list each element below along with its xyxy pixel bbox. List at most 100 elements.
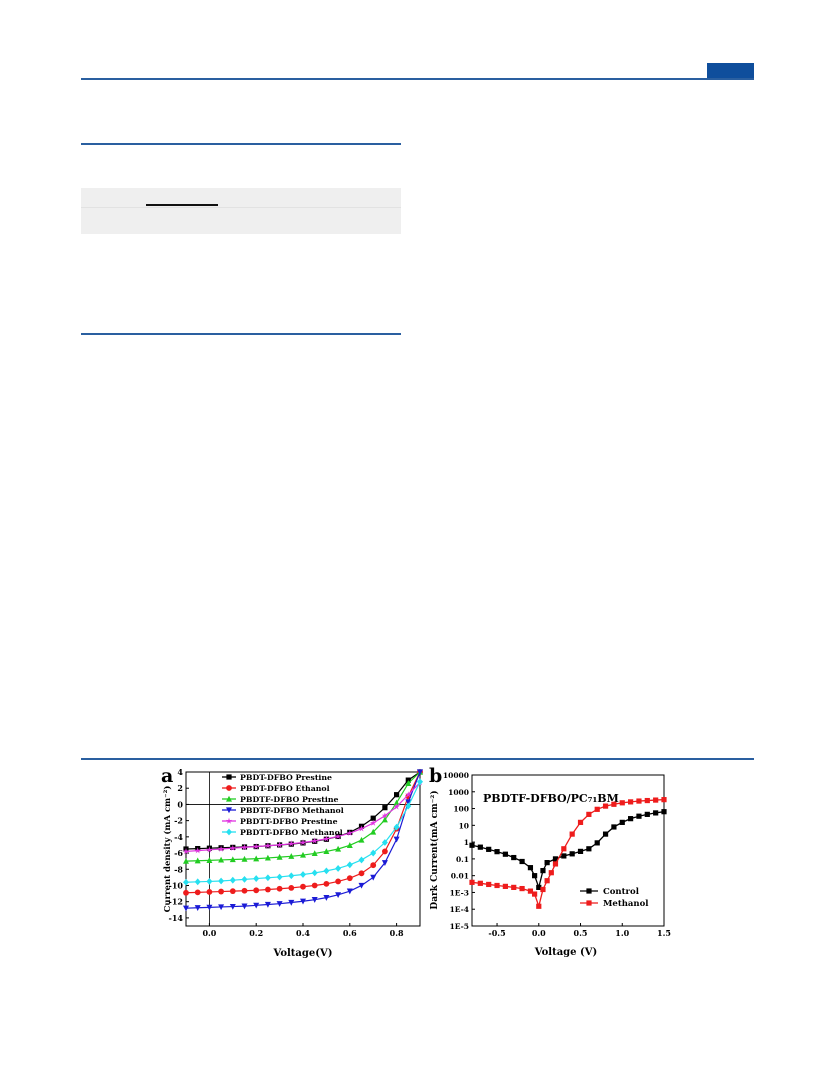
data-point-a	[382, 805, 388, 811]
data-point-a	[288, 899, 295, 906]
data-point-a	[253, 855, 260, 862]
y-tick-label-a: -12	[169, 897, 183, 907]
legend-entry-a: PBDTF-DFBO Prestine	[240, 795, 339, 804]
data-point-b	[469, 879, 475, 885]
data-point-b	[511, 884, 517, 890]
data-point-b	[619, 800, 625, 806]
figure-panel-b: b Dark Current(mA cm⁻²) Voltage (V) PBDT…	[426, 765, 680, 963]
data-point-a	[300, 871, 306, 878]
data-point-b	[519, 885, 525, 892]
legend-marker-b	[586, 888, 592, 894]
data-point-a	[323, 867, 330, 875]
data-point-b	[527, 888, 534, 894]
data-point-b	[636, 798, 642, 804]
table-column-underline	[146, 204, 218, 206]
data-point-a	[253, 902, 260, 909]
x-tick-label-b: 1.0	[615, 928, 629, 938]
data-point-a	[323, 895, 330, 901]
legend-marker-a	[226, 785, 232, 791]
y-tick-label-a: -4	[174, 832, 183, 842]
legend-marker-a	[226, 774, 232, 780]
y-axis-label-a: Current density (mA cm⁻²)	[162, 786, 173, 913]
y-tick-label-b: 0.01	[451, 872, 469, 881]
data-point-a	[218, 888, 224, 895]
y-tick-label-b: 10000	[443, 771, 469, 780]
x-tick-label-a: 0.8	[390, 928, 404, 938]
figure-top-rule	[81, 758, 754, 760]
data-point-a	[393, 803, 400, 810]
data-point-a	[370, 874, 377, 881]
legend-entry-a: PBDTT-DFBO Methanol	[240, 828, 343, 837]
data-point-a	[264, 842, 272, 849]
data-point-a	[183, 878, 189, 886]
data-point-a	[194, 857, 201, 864]
x-tick-label-a: 0.2	[249, 928, 263, 938]
data-point-b	[561, 846, 567, 852]
data-point-b	[594, 806, 600, 812]
data-point-a	[264, 854, 271, 861]
data-point-b	[536, 903, 542, 909]
data-point-b	[644, 811, 650, 817]
data-point-b	[636, 813, 642, 819]
data-point-a	[218, 856, 225, 863]
data-point-a	[346, 888, 353, 895]
data-point-a	[194, 878, 201, 886]
data-point-a	[394, 792, 400, 798]
data-point-a	[276, 885, 283, 892]
data-point-b	[552, 861, 559, 867]
x-tick-label-b: -0.5	[488, 928, 505, 938]
data-point-a	[311, 837, 318, 844]
data-point-a	[323, 848, 330, 855]
data-point-a	[335, 845, 342, 852]
data-point-a	[183, 857, 189, 864]
data-point-b	[586, 846, 592, 852]
data-point-a	[218, 904, 225, 911]
data-point-b	[602, 831, 609, 837]
data-point-a	[346, 861, 353, 869]
table-top-rule	[81, 143, 401, 145]
data-point-a	[346, 842, 353, 848]
data-point-b	[653, 810, 659, 816]
y-tick-label-a: -8	[174, 864, 183, 874]
figure-panel-a: a Current density (mA cm⁻²) Voltage(V) 0…	[158, 765, 424, 963]
data-point-a	[299, 839, 307, 846]
data-point-b	[532, 873, 538, 879]
data-point-a	[346, 875, 353, 882]
legend-marker-b	[586, 900, 592, 906]
x-tick-label-b: 0.0	[532, 928, 546, 938]
data-point-a	[370, 819, 377, 826]
data-point-b	[602, 803, 609, 809]
data-point-a	[194, 905, 201, 911]
data-point-a	[276, 841, 283, 848]
legend-entry-b: Methanol	[603, 899, 649, 909]
data-point-b	[519, 858, 525, 865]
data-point-a	[323, 835, 330, 842]
y-tick-label-b: 1E-3	[450, 888, 469, 897]
data-point-b	[661, 809, 667, 815]
data-point-a	[288, 885, 295, 891]
legend-entry-a: PBDTF-DFBO Methanol	[240, 806, 344, 815]
y-tick-label-b: 1	[464, 838, 469, 847]
y-tick-label-b: 1E-4	[450, 905, 469, 914]
header-rule	[81, 78, 754, 80]
x-tick-label-a: 0.0	[202, 928, 216, 938]
data-point-a	[300, 898, 306, 905]
data-point-b	[494, 849, 500, 855]
data-point-b	[536, 884, 542, 890]
data-point-a	[276, 873, 283, 881]
y-tick-label-b: 1000	[448, 788, 469, 797]
data-point-b	[594, 840, 600, 846]
legend-entry-b: Control	[603, 887, 640, 897]
data-point-b	[577, 819, 584, 825]
data-point-b	[661, 797, 667, 803]
data-point-a	[182, 848, 190, 855]
data-point-b	[511, 854, 517, 861]
y-axis-label-b: Dark Current(mA cm⁻²)	[429, 790, 440, 909]
data-point-b	[548, 870, 554, 876]
legend-marker-a	[226, 807, 232, 814]
y-tick-label-a: 0	[177, 799, 183, 809]
data-point-b	[544, 878, 550, 884]
data-point-b	[611, 824, 617, 830]
data-point-a	[370, 849, 377, 857]
data-point-a	[183, 905, 189, 912]
